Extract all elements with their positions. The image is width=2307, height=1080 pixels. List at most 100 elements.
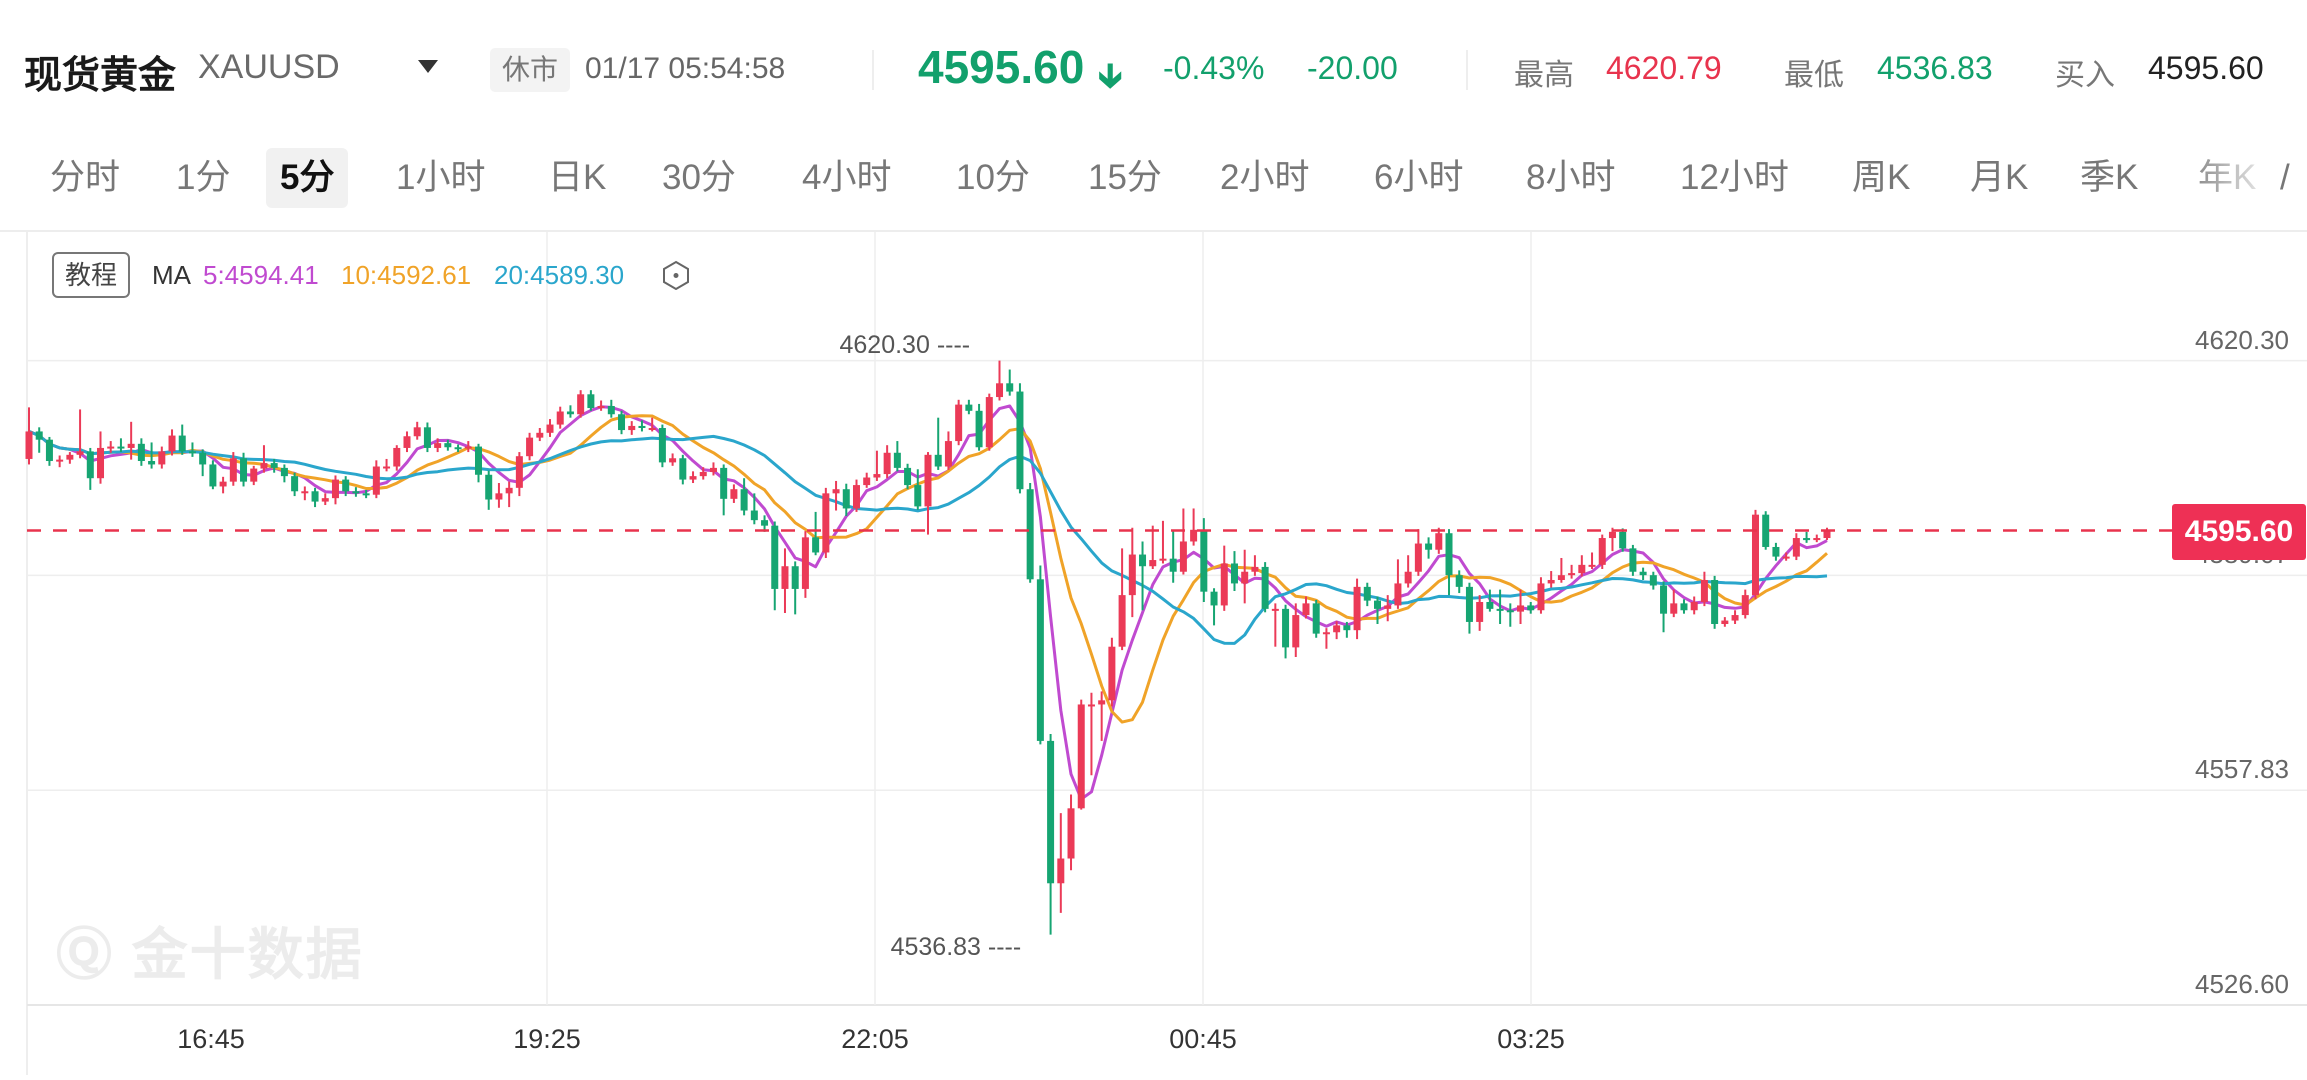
candle-body <box>505 487 513 494</box>
candle <box>1660 581 1668 633</box>
candle-body <box>1190 529 1198 542</box>
candle <box>761 515 769 532</box>
last-price: 4595.60 <box>918 41 1085 93</box>
candle <box>1077 699 1085 810</box>
candle-body <box>720 467 728 499</box>
tab-季K[interactable]: 季K <box>2080 158 2139 197</box>
candle <box>597 400 605 411</box>
candle-body <box>1353 586 1361 631</box>
candle <box>158 446 166 469</box>
candle-body <box>924 454 932 507</box>
candle-body <box>996 383 1004 398</box>
candle <box>1751 509 1759 600</box>
market-status-badge: 休市 <box>490 48 571 92</box>
candle-body <box>1179 541 1187 572</box>
candle-body <box>730 489 738 499</box>
candle-body <box>240 458 248 482</box>
candle-body <box>761 520 769 526</box>
candle <box>965 399 973 415</box>
candle-body <box>352 491 360 494</box>
tab-8小时[interactable]: 8小时 <box>1526 158 1616 197</box>
tab-30分[interactable]: 30分 <box>662 158 736 197</box>
candle <box>1772 542 1780 561</box>
candle <box>709 462 717 476</box>
candle-body <box>648 428 656 431</box>
candle-body <box>1792 538 1800 557</box>
candle <box>1711 575 1719 629</box>
high-label: 最高 <box>1514 59 1574 92</box>
tab-月K[interactable]: 月K <box>1970 158 2029 197</box>
candle <box>260 445 268 473</box>
candle-body <box>709 467 717 473</box>
candle-body <box>1016 391 1024 490</box>
tab-周K[interactable]: 周K <box>1852 158 1911 197</box>
quote-header: 现货黄金 XAUUSD 休市 01/17 05:54:58 4595.60 🡳 … <box>0 0 2307 120</box>
tab-2小时[interactable]: 2小时 <box>1220 158 1310 197</box>
symbol-selector[interactable]: XAUUSD <box>198 48 340 86</box>
x-axis-label: 03:25 <box>1497 1024 1565 1054</box>
candle-body <box>1425 543 1433 550</box>
tab-4小时[interactable]: 4小时 <box>802 158 892 197</box>
candle <box>1282 604 1290 659</box>
candle <box>342 476 350 497</box>
candle-body <box>618 414 626 431</box>
candle-body <box>1823 530 1831 539</box>
tab-分时[interactable]: 分时 <box>50 158 121 197</box>
candle-body <box>1803 538 1811 541</box>
candle <box>618 410 626 435</box>
tab-1小时[interactable]: 1小时 <box>396 158 486 197</box>
candle <box>648 417 656 432</box>
candle-body <box>1149 560 1157 567</box>
tab-1分[interactable]: 1分 <box>176 158 231 197</box>
tab-10分[interactable]: 10分 <box>956 158 1030 197</box>
candle-body <box>1006 383 1014 392</box>
candle <box>1598 534 1606 569</box>
candle <box>658 424 666 468</box>
tab-5分[interactable]: 5分 <box>266 148 349 208</box>
candle <box>1179 508 1187 575</box>
candle <box>1271 603 1279 647</box>
candle-body <box>1394 583 1402 606</box>
settings-hexagon-icon[interactable] <box>662 260 690 290</box>
divider <box>1466 50 1468 90</box>
candle <box>505 481 513 508</box>
tab-日K[interactable]: 日K <box>548 158 607 197</box>
candle-body <box>1139 554 1147 567</box>
candle-body <box>740 489 748 511</box>
ma20-value: 20:4589.30 <box>494 260 625 290</box>
more-tabs-icon[interactable]: / <box>2280 158 2290 197</box>
candle <box>679 454 687 485</box>
tab-12小时[interactable]: 12小时 <box>1680 158 1789 197</box>
candle-body <box>1312 603 1320 634</box>
candle <box>628 421 636 435</box>
change-value: -20.00 <box>1307 50 1398 86</box>
candle-body <box>1731 615 1739 621</box>
candle <box>240 452 248 487</box>
candle-body <box>515 456 523 488</box>
candle-body <box>1087 704 1095 707</box>
tab-6小时[interactable]: 6小时 <box>1374 158 1464 197</box>
candle-body <box>852 485 860 509</box>
candle <box>372 460 380 499</box>
candle-body <box>1077 704 1085 809</box>
watermark-text: 金十数据 <box>131 923 364 986</box>
tutorial-button[interactable]: 教程 <box>52 252 130 298</box>
candle <box>1700 571 1708 607</box>
tab-15分[interactable]: 15分 <box>1088 158 1162 197</box>
candle-body <box>168 435 176 452</box>
candle <box>607 399 615 418</box>
candle-body <box>1660 585 1668 614</box>
candle <box>1087 692 1095 776</box>
candle <box>1649 571 1657 590</box>
candle-body <box>1680 603 1688 611</box>
candle-body <box>975 410 983 448</box>
candle-body <box>1067 808 1075 859</box>
candle <box>383 458 391 472</box>
caret-down-icon[interactable] <box>418 60 438 73</box>
candle-body <box>1629 548 1637 572</box>
candle-body <box>577 394 585 415</box>
bid-label: 买入 <box>2055 59 2115 92</box>
candle-body <box>1435 533 1443 550</box>
candle-body <box>801 537 809 589</box>
